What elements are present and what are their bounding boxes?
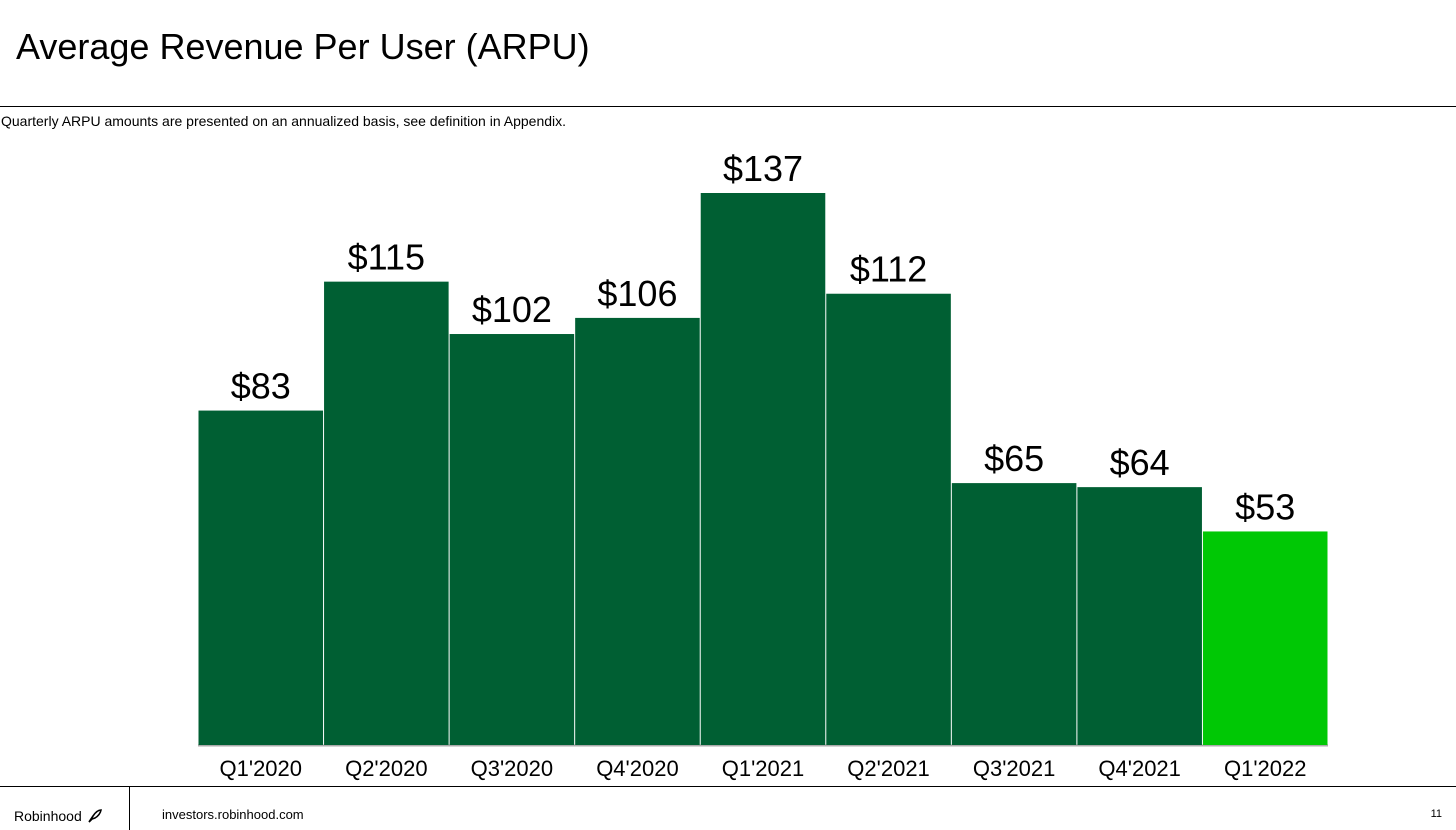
page-number: 11	[1430, 808, 1442, 820]
chart: $83 Q1'2020 $115 Q2'2020 $102 Q3'2020 $106 Q4'2…	[198, 148, 1328, 781]
x-tick-label: Q4'2021	[1098, 756, 1181, 781]
value-label: $115	[348, 237, 425, 278]
value-label: $137	[723, 148, 803, 189]
x-tick-label: Q2'2020	[345, 756, 428, 781]
bar	[198, 410, 324, 745]
rule	[0, 786, 1456, 787]
bar	[1077, 487, 1202, 745]
bar	[1202, 531, 1328, 745]
bar	[324, 281, 449, 745]
title: Average Revenue Per User (ARPU)	[16, 26, 590, 67]
value-label: $65	[984, 438, 1044, 479]
bar	[951, 483, 1077, 745]
value-label: $106	[597, 273, 677, 314]
bar	[700, 193, 826, 745]
bar	[575, 317, 700, 745]
x-tick-label: Q1'2021	[722, 756, 805, 781]
x-tick-label: Q1'2020	[220, 756, 303, 781]
value-label: $83	[231, 366, 291, 407]
bar	[826, 293, 951, 745]
value-label: $112	[850, 249, 927, 290]
x-tick-label: Q4'2020	[596, 756, 679, 781]
bar	[449, 334, 575, 745]
x-tick-label: Q3'2020	[471, 756, 554, 781]
feather-icon	[87, 809, 102, 823]
divider	[129, 787, 130, 830]
value-label: $53	[1235, 486, 1295, 527]
footer-url[interactable]: investors.robinhood.com	[162, 807, 304, 822]
value-label: $64	[1110, 442, 1170, 483]
x-tick-label: Q1'2022	[1224, 756, 1307, 781]
x-tick-label: Q3'2021	[973, 756, 1056, 781]
value-label: $102	[472, 289, 552, 330]
rule	[0, 106, 1456, 107]
x-tick-label: Q2'2021	[847, 756, 930, 781]
note: Quarterly ARPU amounts are presented on …	[1, 113, 567, 129]
brand-name: Robinhood	[14, 808, 82, 824]
brand: Robinhood	[14, 807, 102, 824]
